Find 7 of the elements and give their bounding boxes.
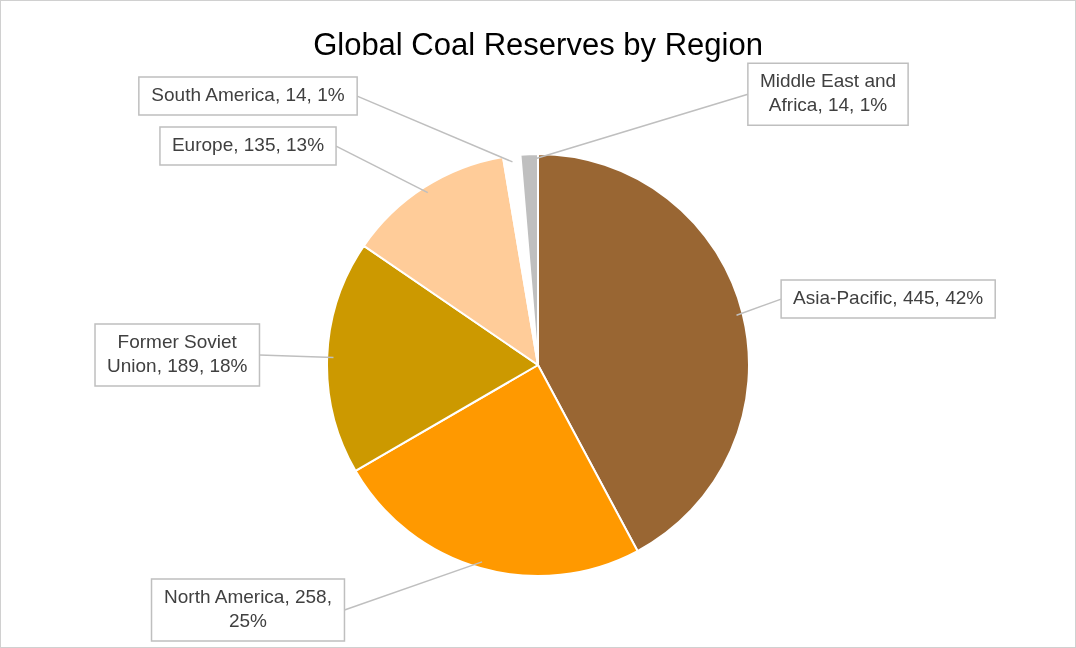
slice-label: Middle East and Africa, 14, 1% <box>759 70 897 116</box>
slice-label: Former Soviet Union, 189, 18% <box>107 331 248 377</box>
slice-label: South America, 14, 1% <box>151 84 345 106</box>
slice-label: Asia-Pacific, 445, 42% <box>793 287 984 309</box>
slice-label: North America, 258, 25% <box>164 586 332 632</box>
slice-label: Europe, 135, 13% <box>171 134 325 156</box>
chart-title: Global Coal Reserves by Region <box>313 26 763 62</box>
